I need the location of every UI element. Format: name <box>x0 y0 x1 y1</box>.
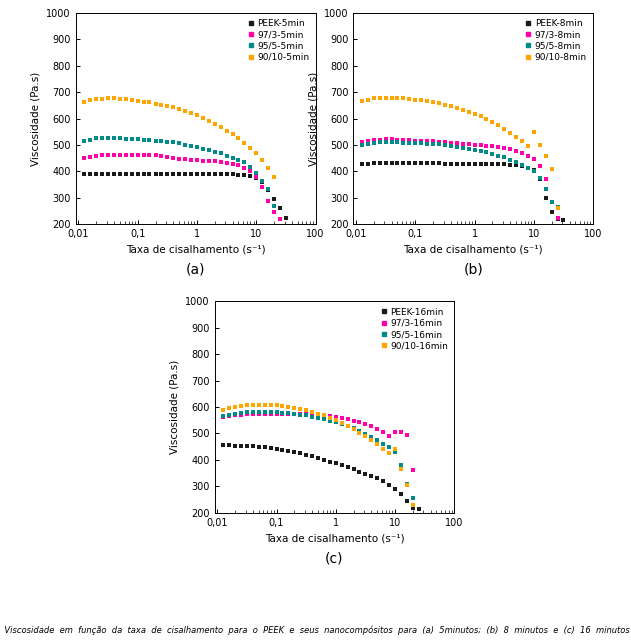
X-axis label: Taxa de cisalhamento (s⁻¹): Taxa de cisalhamento (s⁻¹) <box>126 245 266 254</box>
Text: (c): (c) <box>325 551 344 565</box>
Y-axis label: Viscosidade (Pa.s): Viscosidade (Pa.s) <box>309 71 319 166</box>
Text: (b): (b) <box>463 263 483 277</box>
Legend: PEEK-16min, 97/3-16min, 95/5-16min, 90/10-16min: PEEK-16min, 97/3-16min, 95/5-16min, 90/1… <box>379 306 450 352</box>
Legend: PEEK-5min, 97/3-5min, 95/5-5min, 90/10-5min: PEEK-5min, 97/3-5min, 95/5-5min, 90/10-5… <box>246 17 311 63</box>
Text: (a): (a) <box>186 263 205 277</box>
Y-axis label: Viscosidade (Pa.s): Viscosidade (Pa.s) <box>170 360 180 454</box>
X-axis label: Taxa de cisalhamento (s⁻¹): Taxa de cisalhamento (s⁻¹) <box>403 245 543 254</box>
Legend: PEEK-8min, 97/3-8min, 95/5-8min, 90/10-8min: PEEK-8min, 97/3-8min, 95/5-8min, 90/10-8… <box>524 17 589 63</box>
Y-axis label: Viscosidade (Pa.s): Viscosidade (Pa.s) <box>31 71 41 166</box>
Text: Figura  4.8  Viscosidade  em  função  da  taxa  de  cisalhamento  para  o  PEEK : Figura 4.8 Viscosidade em função da taxa… <box>0 625 631 635</box>
X-axis label: Taxa de cisalhamento (s⁻¹): Taxa de cisalhamento (s⁻¹) <box>264 533 404 543</box>
